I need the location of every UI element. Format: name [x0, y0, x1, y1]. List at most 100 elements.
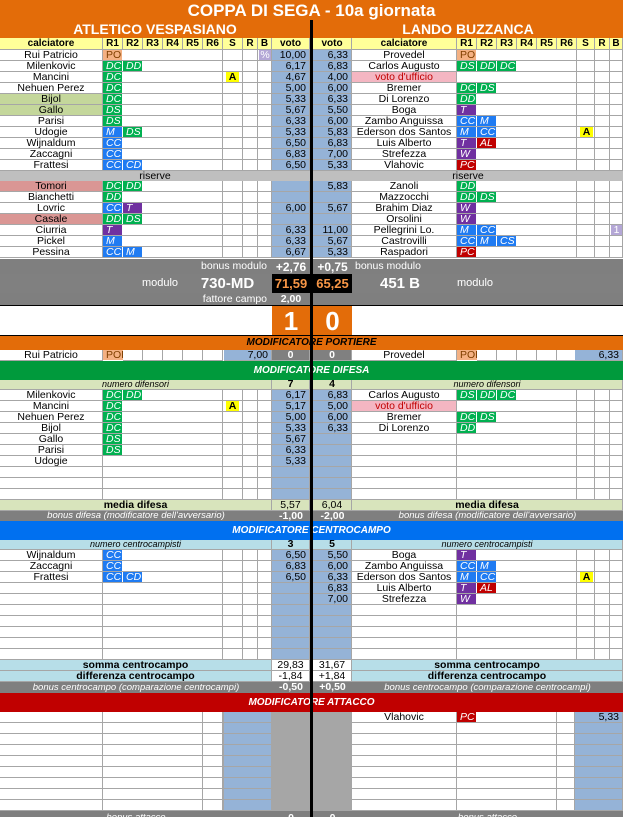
- roles-cell: [457, 72, 577, 83]
- player-name[interactable]: Parisi: [0, 445, 103, 456]
- voto-cell: 5,67: [272, 105, 310, 116]
- player-name[interactable]: Luis Alberto: [352, 583, 457, 594]
- player-name[interactable]: Luis Alberto: [352, 138, 457, 149]
- b-cell: [258, 561, 272, 572]
- player-name[interactable]: Boga: [352, 550, 457, 561]
- player-name[interactable]: Pickel: [0, 236, 103, 247]
- player-name[interactable]: Nehuen Perez: [0, 412, 103, 423]
- player-name[interactable]: Di Lorenzo: [352, 423, 457, 434]
- s-cell: [577, 649, 595, 660]
- b-cell: [610, 583, 623, 594]
- player-name[interactable]: Parisi: [0, 116, 103, 127]
- player-name[interactable]: Udogie: [0, 127, 103, 138]
- b-cell: [610, 401, 623, 412]
- player-name[interactable]: Frattesi: [0, 572, 103, 583]
- player-name[interactable]: Boga: [352, 105, 457, 116]
- b-cell: [610, 649, 623, 660]
- player-name[interactable]: Brahim Diaz: [352, 203, 457, 214]
- b-cell: [258, 160, 272, 171]
- role-tag-cc: CC: [103, 160, 122, 170]
- b-cell: [258, 192, 272, 203]
- roles-cell: [457, 127, 577, 138]
- role-tag-w: W: [457, 214, 476, 224]
- r-cell: [595, 181, 610, 192]
- voto-cell: 6,83: [313, 138, 352, 149]
- player-name[interactable]: Rui Patricio: [0, 50, 103, 61]
- player-name[interactable]: Lovric: [0, 203, 103, 214]
- player-name[interactable]: Zaccagni: [0, 149, 103, 160]
- player-name[interactable]: Mazzocchi: [352, 192, 457, 203]
- home-centrocampo-diff: -1,84: [272, 671, 310, 682]
- gray-cell: [313, 712, 352, 723]
- roles-cell: [457, 627, 577, 638]
- role-tag-cc: CC: [103, 561, 122, 571]
- player-name[interactable]: Pessina: [0, 247, 103, 258]
- player-name[interactable]: Zanoli: [352, 181, 457, 192]
- player-name[interactable]: Milenkovic: [0, 61, 103, 72]
- player-name[interactable]: Ederson dos Santos: [352, 127, 457, 138]
- player-name: [352, 734, 457, 745]
- player-name[interactable]: Mancini: [0, 401, 103, 412]
- r-cell: [595, 638, 610, 649]
- media-label: media difesa: [0, 500, 272, 511]
- r-cell: [595, 550, 610, 561]
- player-name[interactable]: Ciurria: [0, 225, 103, 236]
- voto-cell: 6,33: [313, 50, 352, 61]
- player-name[interactable]: Bremer: [352, 83, 457, 94]
- r-cell: [595, 401, 610, 412]
- player-name[interactable]: Rui Patricio: [0, 350, 103, 361]
- b-cell: [610, 83, 623, 94]
- s-cell: [577, 225, 595, 236]
- role-tag-dc: DC: [103, 94, 122, 104]
- player-name[interactable]: Orsolini: [352, 214, 457, 225]
- player-name[interactable]: Carlos Augusto: [352, 390, 457, 401]
- role-tag-pc: PC: [457, 247, 476, 257]
- player-name[interactable]: voto d'ufficio: [352, 72, 457, 83]
- player-name[interactable]: Vlahovic: [352, 160, 457, 171]
- player-name[interactable]: Castrovilli: [352, 236, 457, 247]
- player-name[interactable]: Bremer: [352, 412, 457, 423]
- r-cell: [595, 390, 610, 401]
- player-name[interactable]: Bianchetti: [0, 192, 103, 203]
- b-cell: [610, 181, 623, 192]
- player-name[interactable]: Zambo Anguissa: [352, 116, 457, 127]
- player-name[interactable]: voto d'ufficio: [352, 401, 457, 412]
- player-name[interactable]: Provedel: [352, 350, 457, 361]
- player-name[interactable]: Vlahovic: [352, 712, 457, 723]
- player-name[interactable]: Strefezza: [352, 594, 457, 605]
- player-name[interactable]: Gallo: [0, 105, 103, 116]
- player-name[interactable]: Carlos Augusto: [352, 61, 457, 72]
- player-name[interactable]: Zambo Anguissa: [352, 561, 457, 572]
- roles-cell: [103, 467, 223, 478]
- roles-cell: [457, 160, 577, 171]
- player-name[interactable]: Provedel: [352, 50, 457, 61]
- player-name[interactable]: Di Lorenzo: [352, 94, 457, 105]
- player-name[interactable]: Frattesi: [0, 160, 103, 171]
- player-name[interactable]: Gallo: [0, 434, 103, 445]
- r-cell: [595, 605, 610, 616]
- player-name[interactable]: Wijnaldum: [0, 550, 103, 561]
- player-name[interactable]: Bijol: [0, 94, 103, 105]
- s-cell: [223, 181, 243, 192]
- player-name[interactable]: Zaccagni: [0, 561, 103, 572]
- player-name[interactable]: Mancini: [0, 72, 103, 83]
- player-name[interactable]: Raspadori: [352, 247, 457, 258]
- player-name[interactable]: Casale: [0, 214, 103, 225]
- player-name[interactable]: Bijol: [0, 423, 103, 434]
- player-name[interactable]: Strefezza: [352, 149, 457, 160]
- b-cell: [258, 105, 272, 116]
- player-name[interactable]: Nehuen Perez: [0, 83, 103, 94]
- player-name[interactable]: Wijnaldum: [0, 138, 103, 149]
- b-cell: [610, 127, 623, 138]
- player-name[interactable]: Udogie: [0, 456, 103, 467]
- player-name[interactable]: Pellegrini Lo.: [352, 225, 457, 236]
- s-cell: [223, 478, 243, 489]
- player-name[interactable]: Tomori: [0, 181, 103, 192]
- voto-cell: 6,33: [272, 225, 310, 236]
- player-name[interactable]: Milenkovic: [0, 390, 103, 401]
- centrocampo-diff-label: differenza centrocampo: [0, 671, 272, 682]
- r-cell: [557, 723, 575, 734]
- away-bonus-attacco: 0: [313, 811, 352, 817]
- player-name[interactable]: Ederson dos Santos: [352, 572, 457, 583]
